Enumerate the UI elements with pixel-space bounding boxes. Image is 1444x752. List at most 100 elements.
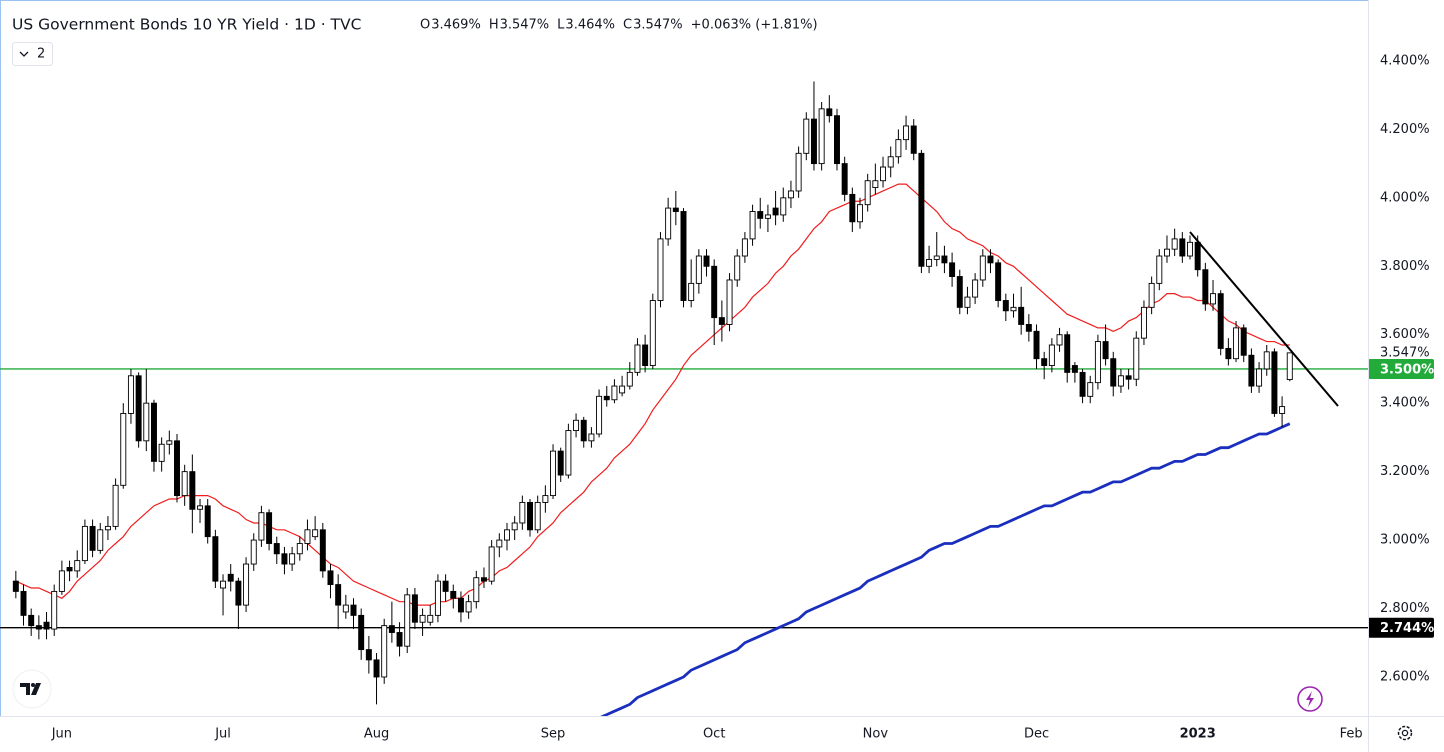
candle-body	[657, 238, 664, 301]
candle-body	[711, 265, 718, 319]
candle-body	[227, 573, 234, 582]
candle-body	[995, 262, 1002, 301]
candle-body	[220, 580, 227, 589]
candle-body	[649, 300, 656, 366]
button-frame[interactable]	[12, 42, 53, 66]
candle-body	[1179, 238, 1186, 257]
candle-body	[1033, 330, 1040, 360]
candle-body	[12, 580, 19, 592]
alerts-button[interactable]	[1297, 686, 1323, 712]
candle-body	[58, 570, 65, 592]
candle-body	[611, 385, 618, 401]
candle-body	[404, 594, 411, 647]
collapse-button[interactable]: 2	[12, 42, 53, 66]
gear-center[interactable]	[1401, 729, 1409, 737]
candle-body	[1010, 306, 1017, 312]
candle-body	[749, 211, 756, 240]
candle-body	[1002, 300, 1009, 312]
candle-body	[189, 471, 196, 510]
candle-body	[197, 505, 204, 510]
candle-body	[480, 577, 487, 582]
candle-body	[565, 430, 572, 476]
candle-body	[941, 255, 948, 264]
candle-body	[1056, 334, 1063, 346]
logo-mark[interactable]	[20, 683, 41, 695]
candle-body	[473, 577, 480, 603]
candle-body	[427, 614, 434, 623]
x-tick-label: Jun	[51, 727, 72, 742]
legend-value: 3.547%	[633, 18, 683, 33]
candle-body	[1102, 341, 1109, 360]
legend-key: H	[489, 18, 499, 33]
candle-body	[488, 546, 495, 582]
candle-body	[181, 471, 188, 497]
candle-body	[1133, 337, 1140, 380]
candle-body	[949, 262, 956, 277]
candle-body	[442, 580, 449, 592]
candle-body	[51, 590, 58, 630]
candle-body	[964, 296, 971, 308]
trend-line-drawing[interactable]	[1189, 231, 1339, 407]
lightning-circle[interactable]	[1297, 686, 1323, 712]
logo-circle[interactable]	[12, 669, 52, 709]
candle-body	[1210, 293, 1217, 305]
candle-body	[419, 614, 426, 623]
candle-body	[1271, 351, 1278, 414]
candle-body	[741, 238, 748, 257]
y-tick-label: 3.000%	[1380, 533, 1430, 548]
candle-body	[289, 553, 296, 565]
level-label-box	[1368, 358, 1434, 379]
candle-body	[534, 501, 541, 531]
candle-body	[457, 597, 464, 613]
candle-body	[956, 276, 963, 308]
y-tick-label: 4.400%	[1380, 53, 1430, 68]
chevron-icon[interactable]	[19, 51, 29, 57]
candle-body	[465, 601, 472, 613]
candle-body	[918, 152, 925, 267]
candle-body	[166, 440, 173, 445]
settings-button[interactable]	[1397, 725, 1413, 741]
candle-body	[1025, 324, 1032, 332]
indicator-count[interactable]: 2	[37, 47, 45, 62]
candle-body	[926, 258, 933, 267]
candle-body	[66, 567, 73, 572]
candle-body	[135, 375, 142, 442]
candle-body	[718, 317, 725, 325]
x-tick-label: Feb	[1340, 727, 1363, 742]
chart-title: US Government Bonds 10 YR Yield · 1D · T…	[12, 16, 361, 34]
candle-body	[1079, 371, 1086, 397]
candle-body	[120, 412, 127, 486]
legend-key: C	[623, 18, 632, 33]
candle-body	[327, 570, 334, 586]
legend-change: +0.063% (+1.81%)	[691, 18, 818, 33]
candle-body	[910, 125, 917, 154]
candle-body	[634, 344, 641, 373]
candle-body	[688, 282, 695, 301]
candle-body	[496, 539, 503, 548]
candle-body	[1286, 352, 1293, 381]
candle-body	[1263, 351, 1270, 370]
y-tick-label: 3.400%	[1380, 396, 1430, 411]
gear-teeth[interactable]	[1397, 725, 1413, 741]
candle-body	[358, 614, 365, 651]
tradingview-logo[interactable]	[12, 669, 52, 709]
candle-body	[127, 375, 134, 414]
candle-body	[857, 204, 863, 223]
candle-body	[1064, 334, 1071, 373]
lightning-icon[interactable]	[1306, 691, 1314, 707]
candle-body	[1256, 368, 1263, 387]
candle-body	[803, 118, 810, 154]
candle-body	[734, 255, 741, 281]
candle-body	[350, 604, 357, 616]
candle-body	[987, 255, 994, 264]
candle-body	[434, 580, 441, 616]
candle-body	[780, 197, 787, 216]
candle-body	[43, 621, 50, 630]
candle-body	[818, 108, 825, 165]
candle-body	[1117, 375, 1124, 387]
candle-body	[511, 522, 518, 531]
logo-dot[interactable]	[31, 683, 35, 687]
level-label: 3.500%	[1380, 362, 1434, 377]
y-tick-label: 2.600%	[1380, 669, 1430, 684]
